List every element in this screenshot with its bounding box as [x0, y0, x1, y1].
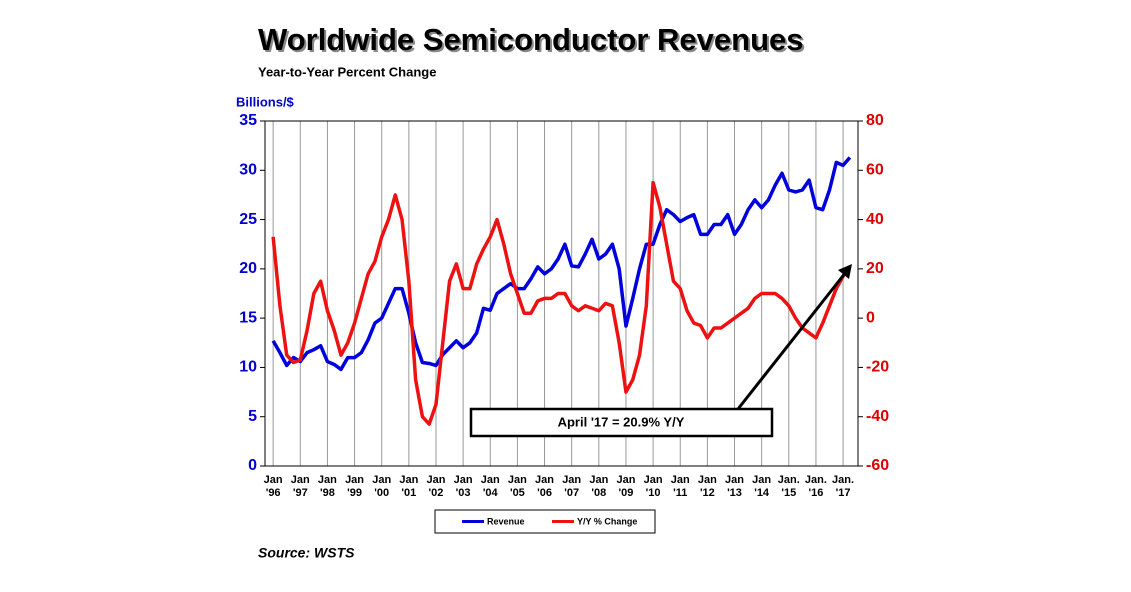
- chart-title: Worldwide Semiconductor Revenues: [258, 22, 803, 57]
- x-tick-label: Jan '08: [589, 474, 609, 499]
- y2-tick-label: 60: [866, 162, 884, 179]
- y-tick-label: 25: [239, 211, 257, 228]
- x-tick-label: Jan '09: [616, 474, 636, 499]
- arrow-head: [838, 264, 852, 279]
- y-tick-label: 0: [248, 457, 257, 474]
- series-line: [271, 156, 852, 372]
- plot-border: [264, 120, 859, 467]
- x-tick-label: Jan '06: [535, 474, 555, 499]
- series-line: [271, 180, 852, 426]
- x-tick-label: Jan '02: [426, 474, 446, 499]
- x-tick-label: Jan '98: [317, 474, 337, 499]
- annotation-box: [469, 407, 774, 438]
- x-tick-label: Jan '12: [697, 474, 717, 499]
- y2-tick-label: 40: [866, 211, 884, 228]
- x-tick-label: Jan '99: [345, 474, 365, 499]
- legend-label: Y/Y % Change: [577, 516, 637, 526]
- x-tick-label: Jan. '16: [804, 474, 827, 499]
- y-tick-label: 5: [248, 408, 257, 425]
- x-tick-label: Jan. '17: [832, 474, 855, 499]
- y2-tick-label: -60: [866, 457, 889, 474]
- x-tick-label: Jan '05: [507, 474, 527, 499]
- legend-box: [434, 509, 656, 534]
- y-tick-label: 30: [239, 162, 257, 179]
- y2-tick-label: 0: [866, 309, 875, 326]
- source: Source: WSTS: [258, 545, 355, 561]
- annotation-arrow: [736, 271, 848, 410]
- x-tick-label: Jan '14: [752, 474, 772, 499]
- y2-tick-label: -20: [866, 359, 889, 376]
- x-tick-label: Jan '07: [562, 474, 582, 499]
- x-tick-label: Jan '03: [453, 474, 473, 499]
- subtitle: Year-to-Year Percent Change: [258, 64, 436, 79]
- x-tick-label: Jan '96: [263, 474, 283, 499]
- x-tick-label: Jan. '15: [777, 474, 800, 499]
- y-tick-label: 10: [239, 359, 257, 376]
- y-axis-label: Billions/$: [236, 94, 295, 109]
- x-tick-label: Jan '11: [670, 474, 690, 499]
- title-shadow: Worldwide Semiconductor Revenues: [260, 24, 805, 59]
- y-tick-label: 15: [239, 309, 257, 326]
- annotation: April '17 = 20.9% Y/Y: [558, 414, 685, 429]
- x-tick-label: Jan '97: [290, 474, 310, 499]
- x-tick-label: Jan '01: [399, 474, 419, 499]
- legend-label: Revenue: [487, 516, 525, 526]
- y2-tick-label: 80: [866, 112, 884, 129]
- x-tick-label: Jan '04: [480, 474, 500, 499]
- y-tick-label: 20: [239, 260, 257, 277]
- x-tick-label: Jan '00: [372, 474, 392, 499]
- x-tick-label: Jan '13: [725, 474, 744, 499]
- y-tick-label: 35: [239, 112, 257, 129]
- x-tick-label: Jan '10: [643, 474, 663, 499]
- y2-tick-label: -40: [866, 408, 889, 425]
- y2-tick-label: 20: [866, 260, 884, 277]
